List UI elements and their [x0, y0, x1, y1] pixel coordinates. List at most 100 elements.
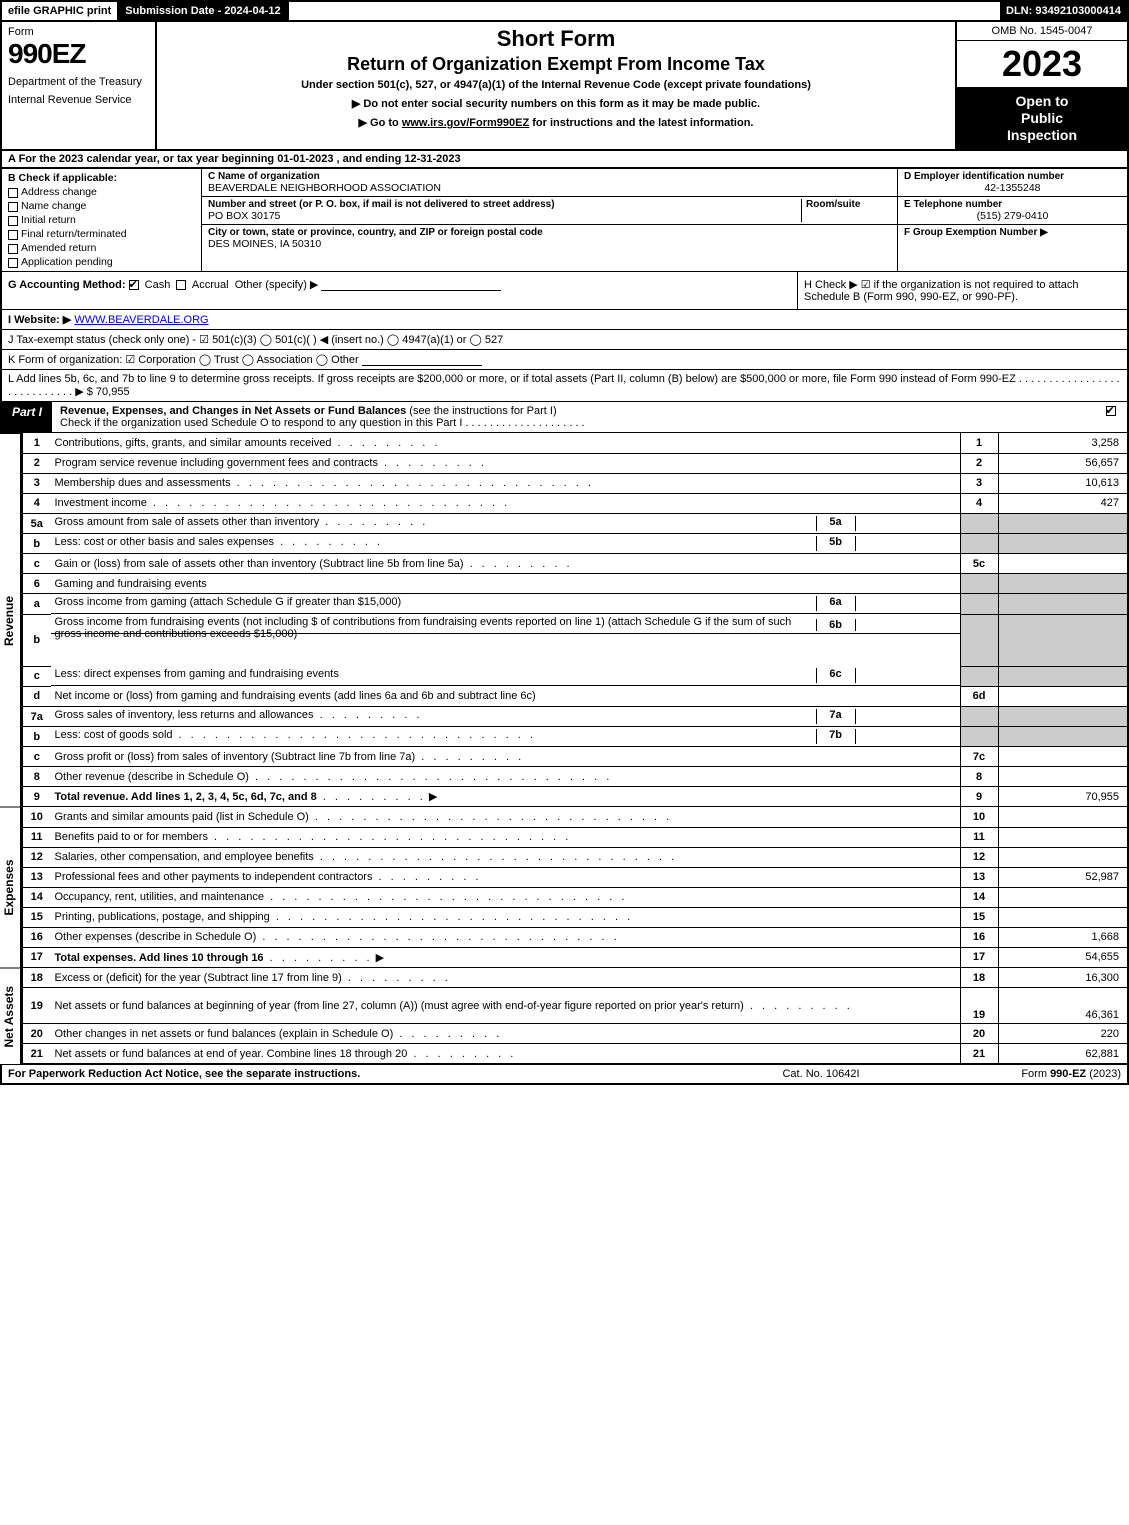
netassets-section: Net Assets 18Excess or (deficit) for the…	[0, 968, 1129, 1065]
num: 15	[960, 907, 998, 927]
val	[998, 686, 1128, 706]
desc: Excess or (deficit) for the year (Subtra…	[55, 972, 342, 984]
g-other-blank[interactable]	[321, 279, 501, 291]
val	[998, 807, 1128, 827]
city-value: DES MOINES, IA 50310	[208, 238, 891, 250]
num-shade	[960, 594, 998, 615]
org-name: BEAVERDALE NEIGHBORHOOD ASSOCIATION	[208, 182, 891, 194]
row-7a: 7aGross sales of inventory, less returns…	[23, 706, 1129, 727]
opt-pending: Application pending	[21, 256, 113, 268]
val: 16,300	[998, 968, 1128, 988]
num-shade	[960, 706, 998, 727]
section-e: E Telephone number (515) 279-0410	[898, 197, 1127, 225]
page-footer: For Paperwork Reduction Act Notice, see …	[0, 1064, 1129, 1085]
section-f: F Group Exemption Number ▶	[898, 225, 1127, 240]
ln: d	[23, 686, 51, 706]
num-shade	[960, 513, 998, 534]
form-label: Form	[8, 26, 149, 38]
ln: 7a	[23, 706, 51, 727]
header-right: OMB No. 1545-0047 2023 Open to Public In…	[957, 22, 1127, 149]
num: 11	[960, 827, 998, 847]
chk-application-pending[interactable]: Application pending	[8, 256, 195, 268]
chk-amended-return[interactable]: Amended return	[8, 242, 195, 254]
ein-value: 42-1355248	[904, 182, 1121, 194]
row-7b: bLess: cost of goods sold7b	[23, 727, 1129, 747]
row-17: 17Total expenses. Add lines 10 through 1…	[23, 947, 1129, 967]
instr-ssn: ▶ Do not enter social security numbers o…	[165, 97, 947, 110]
chk-name-change[interactable]: Name change	[8, 200, 195, 212]
desc: Net assets or fund balances at end of ye…	[55, 1048, 408, 1060]
val: 46,361	[998, 988, 1128, 1024]
ln: 19	[23, 988, 51, 1024]
ln: 21	[23, 1044, 51, 1064]
desc: Other revenue (describe in Schedule O)	[55, 771, 249, 783]
badge-line2: Public	[1021, 110, 1063, 126]
ln: b	[23, 534, 51, 554]
badge-line3: Inspection	[1007, 127, 1077, 143]
part1-title-bold: Revenue, Expenses, and Changes in Net As…	[60, 405, 406, 417]
irs-link[interactable]: www.irs.gov/Form990EZ	[402, 117, 529, 129]
org-name-label: C Name of organization	[208, 171, 891, 182]
efile-label: efile GRAPHIC print	[2, 2, 119, 20]
row-9: 9Total revenue. Add lines 1, 2, 3, 4, 5c…	[23, 787, 1129, 807]
g-other: Other (specify) ▶	[235, 279, 319, 291]
val	[998, 554, 1128, 574]
part1-chk[interactable]	[1097, 402, 1127, 432]
revenue-side-label: Revenue	[0, 433, 22, 807]
ln: b	[23, 614, 51, 666]
footer-form-year: (2023)	[1086, 1068, 1121, 1080]
val	[998, 887, 1128, 907]
val-shade	[998, 574, 1128, 594]
desc: Investment income	[55, 497, 147, 509]
num: 20	[960, 1024, 998, 1044]
num-shade	[960, 534, 998, 554]
chk-address-change[interactable]: Address change	[8, 186, 195, 198]
netassets-side-label: Net Assets	[0, 968, 22, 1065]
chk-cash[interactable]	[129, 280, 139, 290]
ln: 2	[23, 453, 51, 473]
row-5c: cGain or (loss) from sale of assets othe…	[23, 554, 1129, 574]
desc: Less: cost of goods sold	[55, 729, 173, 741]
row-6a: aGross income from gaming (attach Schedu…	[23, 594, 1129, 615]
header-center: Short Form Return of Organization Exempt…	[157, 22, 957, 149]
part1-title: Revenue, Expenses, and Changes in Net As…	[52, 402, 1097, 432]
line-i: I Website: ▶ WWW.BEAVERDALE.ORG	[0, 310, 1129, 330]
val	[998, 747, 1128, 767]
ln: 15	[23, 907, 51, 927]
ln: 20	[23, 1024, 51, 1044]
ln: a	[23, 594, 51, 615]
subtitle: Under section 501(c), 527, or 4947(a)(1)…	[165, 79, 947, 91]
k-other-blank[interactable]	[362, 354, 482, 366]
g-cash: Cash	[145, 279, 171, 291]
sub: 6c	[816, 668, 856, 683]
num-shade	[960, 574, 998, 594]
chk-accrual[interactable]	[176, 280, 186, 290]
sub: 6a	[816, 596, 856, 611]
row-16: 16Other expenses (describe in Schedule O…	[23, 927, 1129, 947]
num-shade	[960, 727, 998, 747]
line-gh: G Accounting Method: Cash Accrual Other …	[0, 272, 1129, 310]
num: 3	[960, 473, 998, 493]
footer-left: For Paperwork Reduction Act Notice, see …	[8, 1068, 721, 1080]
ln: b	[23, 727, 51, 747]
line-k: K Form of organization: ☑ Corporation ◯ …	[0, 350, 1129, 370]
revenue-section: Revenue 1Contributions, gifts, grants, a…	[0, 433, 1129, 807]
line-g: G Accounting Method: Cash Accrual Other …	[2, 272, 797, 309]
val	[998, 907, 1128, 927]
section-b: B Check if applicable: Address change Na…	[2, 169, 202, 271]
website-link[interactable]: WWW.BEAVERDALE.ORG	[74, 314, 208, 326]
row-7c: cGross profit or (loss) from sales of in…	[23, 747, 1129, 767]
b-check-label: Check if applicable:	[19, 172, 118, 184]
chk-final-return[interactable]: Final return/terminated	[8, 228, 195, 240]
chk-initial-return[interactable]: Initial return	[8, 214, 195, 226]
num: 12	[960, 847, 998, 867]
line-l: L Add lines 5b, 6c, and 7b to line 9 to …	[0, 370, 1129, 402]
num: 1	[960, 433, 998, 453]
row-20: 20Other changes in net assets or fund ba…	[23, 1024, 1129, 1044]
g-label: G Accounting Method:	[8, 279, 126, 291]
addr-label: Number and street (or P. O. box, if mail…	[208, 199, 801, 210]
instr-pre: ▶ Go to	[359, 117, 402, 129]
desc: Gross amount from sale of assets other t…	[55, 516, 320, 528]
line-a: A For the 2023 calendar year, or tax yea…	[0, 151, 1129, 169]
num: 7c	[960, 747, 998, 767]
